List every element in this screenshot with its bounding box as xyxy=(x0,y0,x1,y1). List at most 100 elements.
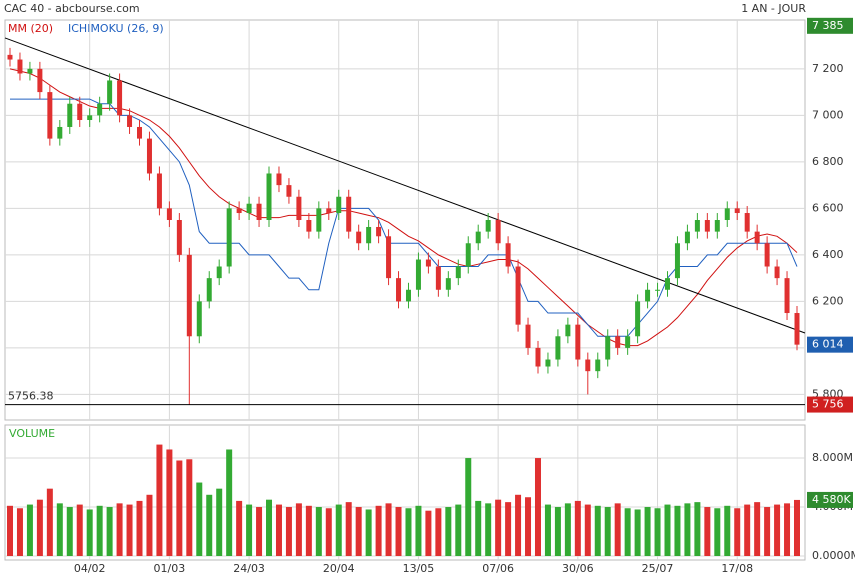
volume-bar xyxy=(654,508,661,556)
volume-bar xyxy=(534,458,541,556)
min-tag: 5 756 xyxy=(812,398,844,411)
candle-body xyxy=(615,336,621,348)
top-tag: 7 385 xyxy=(812,19,844,32)
volume-title: VOLUME xyxy=(9,427,55,440)
volume-bar xyxy=(485,503,492,556)
legend-ichimoku: ICHIMOKU (26, 9) xyxy=(68,22,164,35)
candle-body xyxy=(186,254,192,337)
volume-bar xyxy=(435,508,442,556)
candle-body xyxy=(166,208,172,220)
x-tick-label: 07/06 xyxy=(482,562,514,575)
volume-bar xyxy=(335,504,342,556)
volume-bar xyxy=(664,504,671,556)
candle-body xyxy=(734,208,740,214)
volume-bar xyxy=(236,500,243,556)
volume-bar xyxy=(445,507,452,556)
volume-bar xyxy=(325,508,332,556)
y-tick-label: 7 000 xyxy=(812,108,844,121)
volume-bar xyxy=(684,503,691,556)
volume-bar xyxy=(226,449,233,556)
candle-body xyxy=(176,220,182,255)
volume-bar xyxy=(624,508,631,556)
volume-bar xyxy=(206,494,213,556)
candle-body xyxy=(445,278,451,290)
candle-body xyxy=(296,196,302,220)
volume-bar xyxy=(584,504,591,556)
candle-body xyxy=(784,278,790,314)
legend-mm: MM (20) xyxy=(8,22,53,35)
candle-body xyxy=(744,213,750,232)
candle-body xyxy=(455,266,461,279)
volume-bar xyxy=(106,507,113,556)
candle-body xyxy=(376,226,382,237)
candle-body xyxy=(326,208,332,214)
x-tick-label: 17/08 xyxy=(721,562,753,575)
volume-bar xyxy=(345,502,352,556)
x-tick-label: 30/06 xyxy=(562,562,594,575)
volume-bar xyxy=(525,497,532,556)
volume-bar xyxy=(495,499,502,556)
volume-bar xyxy=(455,504,462,556)
candle-body xyxy=(794,313,800,345)
volume-bar xyxy=(315,507,322,556)
last-tag: 6 014 xyxy=(812,338,844,351)
candle-body xyxy=(575,324,581,360)
candle-body xyxy=(555,336,561,360)
volume-bar xyxy=(166,449,173,556)
volume-bar xyxy=(96,505,103,556)
volume-bar xyxy=(66,507,73,556)
candle-body xyxy=(475,231,481,244)
candle-body xyxy=(764,243,770,267)
volume-bar xyxy=(564,503,571,556)
candle-body xyxy=(316,208,322,232)
y-tick-label: 6 200 xyxy=(812,294,844,307)
x-tick-label: 13/05 xyxy=(403,562,435,575)
indicator-line xyxy=(9,68,798,347)
volume-bar xyxy=(196,482,203,556)
volume-bar xyxy=(86,509,93,556)
volume-bar xyxy=(365,509,372,556)
candle-body xyxy=(276,173,282,186)
volume-bar xyxy=(724,505,731,556)
volume-bar xyxy=(46,488,53,556)
candle-body xyxy=(336,196,342,214)
candle-body xyxy=(515,266,521,325)
volume-bar xyxy=(614,503,621,556)
volume-bar xyxy=(36,499,43,556)
candle-body xyxy=(246,203,252,214)
chart-title: CAC 40 - abcbourse.com xyxy=(4,2,140,15)
volume-bar xyxy=(136,500,143,556)
period: 1 AN - JOUR xyxy=(741,2,806,15)
candle-body xyxy=(97,103,103,116)
volume-bar xyxy=(774,504,781,556)
candle-body xyxy=(107,80,113,104)
min-tag-box xyxy=(807,396,853,413)
volume-bar xyxy=(285,507,292,556)
volume-bar xyxy=(156,444,163,556)
candle-body xyxy=(525,324,531,348)
volume-bar xyxy=(295,503,302,556)
volume-bar xyxy=(216,488,223,556)
volume-bar xyxy=(56,503,63,556)
candle-body xyxy=(694,220,700,232)
candle-body xyxy=(425,259,431,267)
candle-body xyxy=(605,336,611,360)
volume-panel xyxy=(4,424,806,561)
price-panel xyxy=(4,19,806,421)
candle-body xyxy=(366,226,372,244)
x-tick-label: 20/04 xyxy=(323,562,355,575)
candle-body xyxy=(655,289,661,291)
volume-tag: 4 580K xyxy=(812,493,851,506)
volume-bar xyxy=(754,502,761,556)
volume-bar xyxy=(266,499,273,556)
volume-bar xyxy=(305,505,312,556)
candle-body xyxy=(684,231,690,244)
volume-bar xyxy=(246,504,253,556)
candle-body xyxy=(47,92,53,139)
volume-bar xyxy=(116,503,123,556)
volume-bar xyxy=(764,507,771,556)
candle-body xyxy=(545,359,551,367)
top-tag-box xyxy=(807,17,853,34)
candle-body xyxy=(396,278,402,302)
